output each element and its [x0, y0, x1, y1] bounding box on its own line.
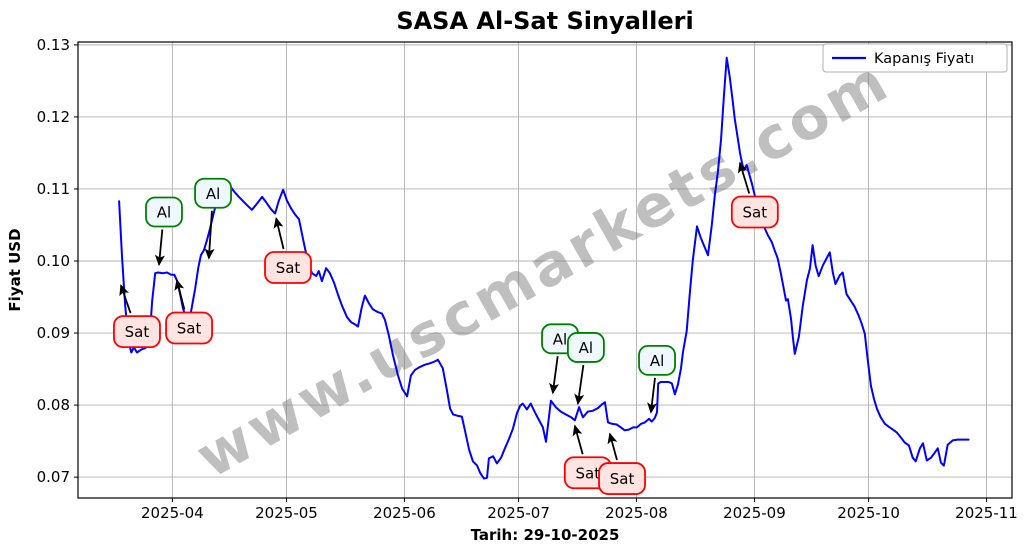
y-tick-label: 0.10 — [37, 252, 70, 270]
signal-buy-bubble — [566, 332, 605, 363]
signal-arrow — [549, 356, 560, 395]
price-line-layer — [118, 56, 970, 480]
signal-label: Sat — [610, 470, 635, 488]
y-axis-label: Fiyat USD — [6, 228, 24, 311]
x-axis-label: Tarih: 29-10-2025 — [471, 526, 620, 544]
signal-arrow — [574, 364, 585, 406]
y-tick-label: 0.09 — [37, 324, 70, 342]
y-tick-label: 0.11 — [37, 180, 70, 198]
signal-label: Al — [553, 330, 567, 348]
signal-sell-annotation: Sat — [113, 284, 161, 348]
signal-label: Al — [206, 185, 220, 203]
signal-arrow — [119, 284, 132, 314]
signal-label: Sat — [125, 323, 150, 341]
signal-arrow — [572, 424, 584, 455]
legend-series-label: Kapanış Fiyatı — [874, 51, 974, 67]
signal-buy-annotation: Al — [638, 345, 676, 414]
signal-sell-annotation: Sat — [165, 278, 213, 345]
signal-buy-annotation: Al — [145, 196, 183, 267]
signal-label: Al — [579, 339, 593, 357]
signal-buy-bubble — [638, 345, 676, 376]
y-tick-label: 0.12 — [37, 108, 70, 126]
signal-buy-annotation: Al — [194, 177, 232, 260]
signal-label: Sat — [575, 464, 600, 482]
signal-sell-bubble — [264, 251, 312, 284]
x-tick-label: 2025-04 — [141, 504, 204, 522]
signal-label: Sat — [177, 319, 202, 337]
signal-arrow — [174, 278, 186, 310]
signal-arrow — [154, 229, 165, 267]
x-tick-label: 2025-08 — [605, 504, 668, 522]
signal-buy-bubble — [194, 177, 232, 209]
signal-sell-bubble — [730, 195, 779, 229]
signal-arrow — [204, 210, 215, 260]
x-tick-label: 2025-07 — [487, 504, 550, 522]
signal-arrow — [273, 217, 285, 250]
x-tick-label: 2025-05 — [255, 504, 318, 522]
signal-label: Al — [650, 352, 664, 370]
signal-sell-bubble — [598, 462, 646, 495]
signal-arrow — [607, 432, 618, 461]
axis-ticks: 2025-04 2025-05 2025-06 2025-07 2025-08 2025-… — [37, 36, 1018, 522]
chart-title: SASA Al-Sat Sinyalleri — [396, 7, 693, 35]
signal-sell-annotation: Sat — [264, 217, 312, 284]
y-tick-label: 0.08 — [37, 396, 70, 414]
signal-sell-annotation: Sat — [598, 432, 646, 495]
legend: Kapanış Fiyatı — [822, 43, 1008, 73]
signal-sell-bubble — [165, 311, 213, 345]
x-tick-label: 2025-06 — [373, 504, 436, 522]
x-tick-label: 2025-10 — [837, 504, 900, 522]
signal-arrow — [647, 377, 658, 414]
signal-annotations: Sat Al Sat Al Sat Al Al Sat Sat Al Sat — [113, 161, 779, 495]
signal-label: Sat — [743, 204, 768, 222]
signal-arrow — [737, 161, 751, 194]
signal-sell-bubble — [113, 315, 161, 348]
x-tick-label: 2025-11 — [955, 504, 1018, 522]
price-line — [118, 56, 970, 480]
signal-buy-annotation: Al — [566, 332, 605, 406]
signal-buy-bubble — [145, 196, 183, 228]
y-tick-label: 0.07 — [37, 468, 70, 486]
plot-border — [77, 41, 1013, 499]
signal-sell-annotation: Sat — [730, 161, 779, 229]
x-tick-label: 2025-09 — [723, 504, 786, 522]
signal-label: Sat — [276, 259, 301, 277]
y-tick-label: 0.13 — [37, 36, 70, 54]
signal-label: Al — [157, 204, 171, 222]
grid-lines — [78, 42, 1012, 498]
legend-box — [822, 43, 1008, 73]
